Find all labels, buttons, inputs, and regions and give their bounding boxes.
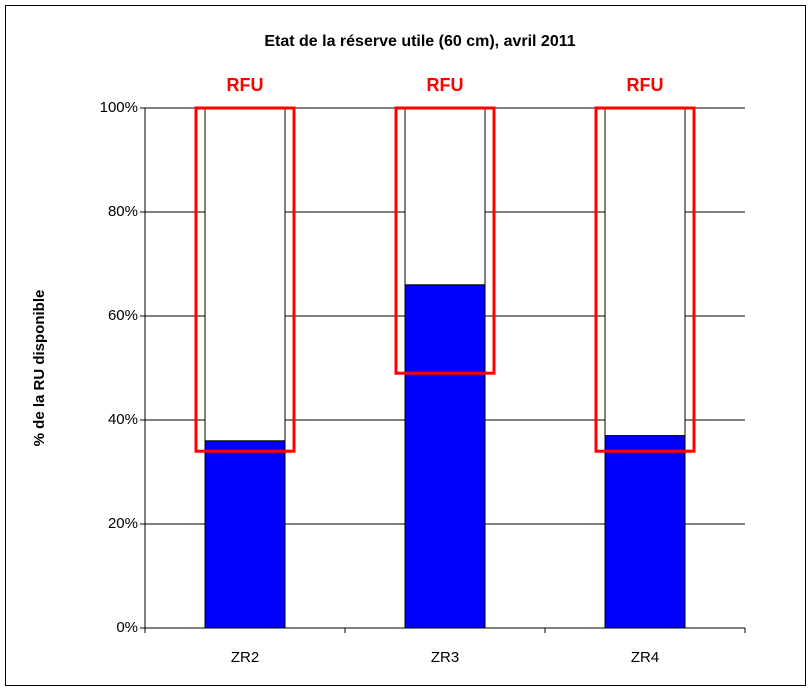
rfu-label: RFU: [227, 75, 264, 95]
bar-segment: [604, 435, 686, 629]
rfu-label: RFU: [627, 75, 664, 95]
chart-title: Etat de la réserve utile (60 cm), avril …: [264, 33, 575, 50]
rfu-label: RFU: [427, 75, 464, 95]
x-tick-label: ZR2: [231, 649, 259, 666]
x-tick-label: ZR4: [631, 649, 659, 666]
y-tick-label: 80%: [108, 203, 138, 220]
y-tick-label: 100%: [100, 99, 138, 116]
y-axis-label: % de la RU disponible: [31, 290, 48, 447]
bar-segment: [204, 440, 286, 629]
bar-segment: [604, 107, 686, 437]
bar-segment: [204, 107, 286, 442]
bar-segment: [404, 284, 486, 629]
y-tick-label: 60%: [108, 307, 138, 324]
y-tick-label: 20%: [108, 515, 138, 532]
rfu-box: [594, 106, 696, 453]
x-tick-label: ZR3: [431, 649, 459, 666]
rfu-box: [394, 106, 496, 375]
y-tick-label: 40%: [108, 411, 138, 428]
y-tick-label: 0%: [116, 619, 138, 636]
rfu-box: [194, 106, 296, 453]
bar-segment: [404, 107, 486, 286]
